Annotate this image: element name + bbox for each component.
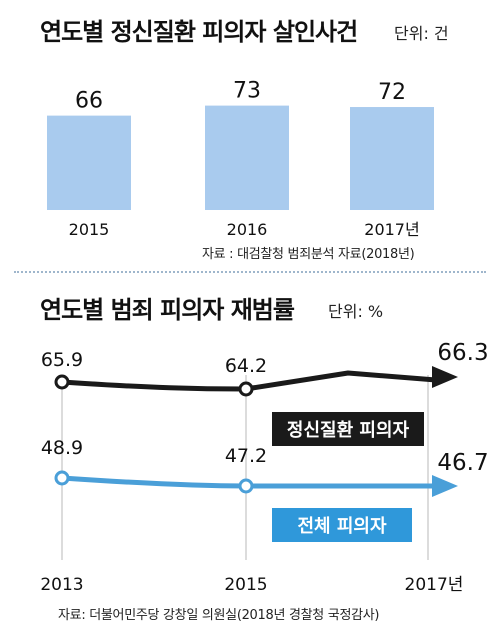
bar-2016 [205, 105, 289, 210]
data-value-label: 64.2 [225, 355, 267, 377]
data-value-label: 66.3 [437, 340, 488, 366]
series-label-box [272, 508, 412, 542]
bar-category-label: 2016 [227, 220, 268, 239]
line-chart-title: 연도별 범죄 피의자 재범률 [40, 296, 295, 324]
series-arrow-1 [432, 475, 458, 497]
x-tick-label: 2017년 [405, 575, 464, 595]
line-chart-unit: 단위: % [328, 302, 384, 321]
bar-category-label: 2017년 [364, 220, 419, 239]
bar-2017년 [350, 107, 434, 210]
series-label-text: 전체 피의자 [297, 516, 387, 537]
bar-chart-unit: 단위: 건 [394, 24, 449, 43]
section-divider [14, 271, 486, 273]
x-tick-label: 2013 [40, 575, 83, 595]
data-value-label: 47.2 [225, 445, 267, 467]
data-point [54, 374, 70, 390]
data-point [54, 470, 70, 486]
bar-chart: 66 2015 73 2016 72 2017년 [47, 79, 434, 239]
bar-2015 [47, 115, 131, 210]
line-chart: 65.9 64.2 66.3 정신질환 피의자 48.9 47.2 46.7 전체 피의자 20… [40, 340, 488, 595]
bar-chart-source: 자료 : 대검찰청 범죄분석 자료(2018년) [202, 247, 415, 262]
bar-value-label: 66 [75, 89, 103, 114]
data-value-label: 48.9 [41, 437, 83, 459]
data-point [238, 478, 254, 494]
data-value-label: 46.7 [437, 450, 488, 476]
bar-value-label: 72 [378, 80, 406, 105]
bar-value-label: 73 [233, 79, 261, 104]
bar-category-label: 2015 [69, 220, 110, 239]
x-tick-label: 2015 [224, 575, 267, 595]
series-label-text: 정신질환 피의자 [287, 419, 410, 441]
line-chart-source: 자료: 더불어민주당 강창일 의원실(2018년 경찰청 국정감사) [58, 608, 380, 623]
series-arrow-0 [432, 366, 458, 388]
data-point [238, 381, 254, 397]
bar-chart-title: 연도별 정신질환 피의자 살인사건 [40, 18, 358, 46]
series-label-box [272, 412, 424, 446]
data-value-label: 65.9 [41, 349, 83, 371]
